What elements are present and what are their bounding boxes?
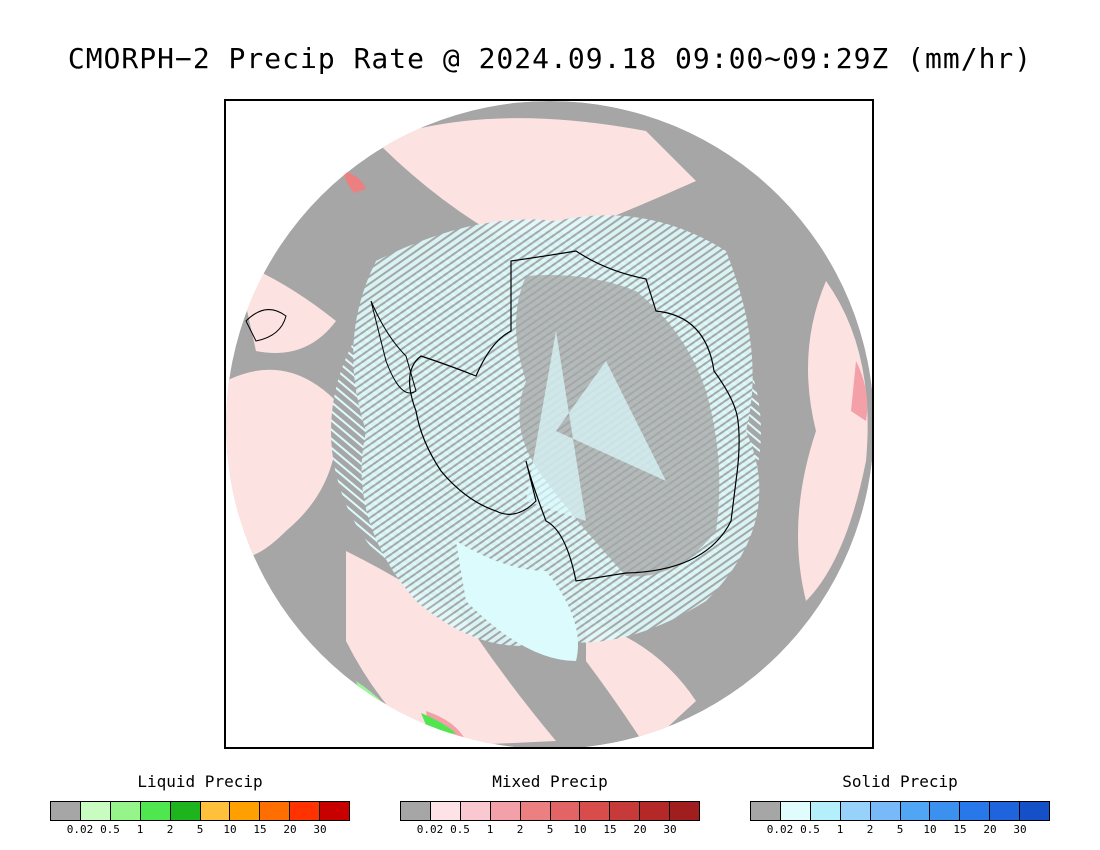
mixed-precip-region (376, 118, 696, 251)
legend-tick-label: 5 (896, 823, 904, 836)
legend-swatch (260, 802, 291, 820)
legend-tick-label: 2 (166, 823, 174, 836)
legend-tick-label: 5 (196, 823, 204, 836)
legend-swatch (990, 802, 1021, 820)
legend-tick-label: 20 (983, 823, 997, 836)
legend-swatch (930, 802, 961, 820)
antarctica-coastline (409, 250, 740, 582)
legend-tick-label: 15 (253, 823, 267, 836)
legend-swatch (110, 802, 141, 820)
legend-swatch (80, 802, 111, 820)
legend-tick-label: 0.02 (66, 823, 94, 836)
mixed-precip-region (798, 281, 868, 601)
legend-swatch (840, 802, 871, 820)
legend-swatch (610, 802, 641, 820)
solid-precip-streak (526, 331, 666, 521)
legend-ticks: 0.02 0.5 1 2 5 10 15 20 30 (50, 821, 350, 836)
moderate-mixed-precip-patch (344, 171, 366, 193)
legend-swatch (290, 802, 321, 820)
legend-tick-label: 15 (953, 823, 967, 836)
legend-tick-label: 1 (486, 823, 494, 836)
legend-tick-label: 2 (866, 823, 874, 836)
legend-liquid: Liquid Precip 0.02 0.5 1 2 5 10 15 20 30 (50, 772, 350, 836)
legend-swatch (140, 802, 171, 820)
legend-swatch (430, 802, 461, 820)
legend-title: Liquid Precip (137, 772, 263, 791)
legend-swatch (490, 802, 521, 820)
legend-tick-label: 20 (283, 823, 297, 836)
mixed-precip-region (226, 369, 338, 558)
legend-tick-label: 15 (603, 823, 617, 836)
legend-swatch (870, 802, 901, 820)
moderate-mixed-precip-patch (851, 361, 868, 421)
legend-tick-label: 5 (546, 823, 554, 836)
legend-tick-label: 30 (663, 823, 677, 836)
legend-ticks: 0.02 0.5 1 2 5 10 15 20 30 (750, 821, 1050, 836)
legend-mixed: Mixed Precip 0.02 0.5 1 2 5 10 15 20 30 (400, 772, 700, 836)
legend-tick-label: 0.02 (766, 823, 794, 836)
legend-swatch (320, 802, 350, 820)
legend-title: Mixed Precip (492, 772, 608, 791)
legend-swatch (640, 802, 671, 820)
legend-swatch (1020, 802, 1050, 820)
legend-tick-label: 0.5 (450, 823, 470, 836)
legend-swatch (550, 802, 581, 820)
legend-tick-label: 2 (516, 823, 524, 836)
precip-map (224, 99, 874, 749)
polar-map-svg (226, 101, 872, 747)
legend-tick-label: 30 (313, 823, 327, 836)
legend-tick-label: 1 (136, 823, 144, 836)
legend-swatch (200, 802, 231, 820)
legend-tick-label: 0.02 (416, 823, 444, 836)
legend-ticks: 0.02 0.5 1 2 5 10 15 20 30 (400, 821, 700, 836)
mixed-precip-region (586, 621, 696, 747)
legend-solid: Solid Precip 0.02 0.5 1 2 5 10 15 20 30 (750, 772, 1050, 836)
legend-swatch (520, 802, 551, 820)
legend-swatch (401, 802, 431, 820)
legend-swatch (900, 802, 931, 820)
legend-tick-label: 10 (923, 823, 937, 836)
legend-swatch (51, 802, 81, 820)
legend-tick-label: 20 (633, 823, 647, 836)
legend-swatches (750, 801, 1050, 821)
legend-tick-label: 10 (223, 823, 237, 836)
map-title: CMORPH−2 Precip Rate @ 2024.09.18 09:00∼… (67, 42, 1033, 75)
precip-field (226, 101, 872, 747)
mixed-precip-region (346, 551, 556, 747)
antarctic-peninsula-coastline (370, 300, 417, 394)
legend-swatch (751, 802, 781, 820)
legend-swatch (810, 802, 841, 820)
legend-swatch (780, 802, 811, 820)
legend-swatch (230, 802, 261, 820)
legend-swatch (460, 802, 491, 820)
legend-swatches (400, 801, 700, 821)
legend-swatches (50, 801, 350, 821)
solid-precip-region (456, 541, 578, 661)
mixed-precip-region (236, 261, 336, 353)
legend-swatch (670, 802, 700, 820)
legend-tick-label: 30 (1013, 823, 1027, 836)
legend-swatch (170, 802, 201, 820)
legend-title: Solid Precip (842, 772, 958, 791)
legend-tick-label: 1 (836, 823, 844, 836)
south-america-coastline (245, 309, 287, 342)
legend-tick-label: 0.5 (100, 823, 120, 836)
legend-swatch (960, 802, 991, 820)
legend-swatch (580, 802, 611, 820)
legend-tick-label: 10 (573, 823, 587, 836)
legend-tick-label: 0.5 (800, 823, 820, 836)
